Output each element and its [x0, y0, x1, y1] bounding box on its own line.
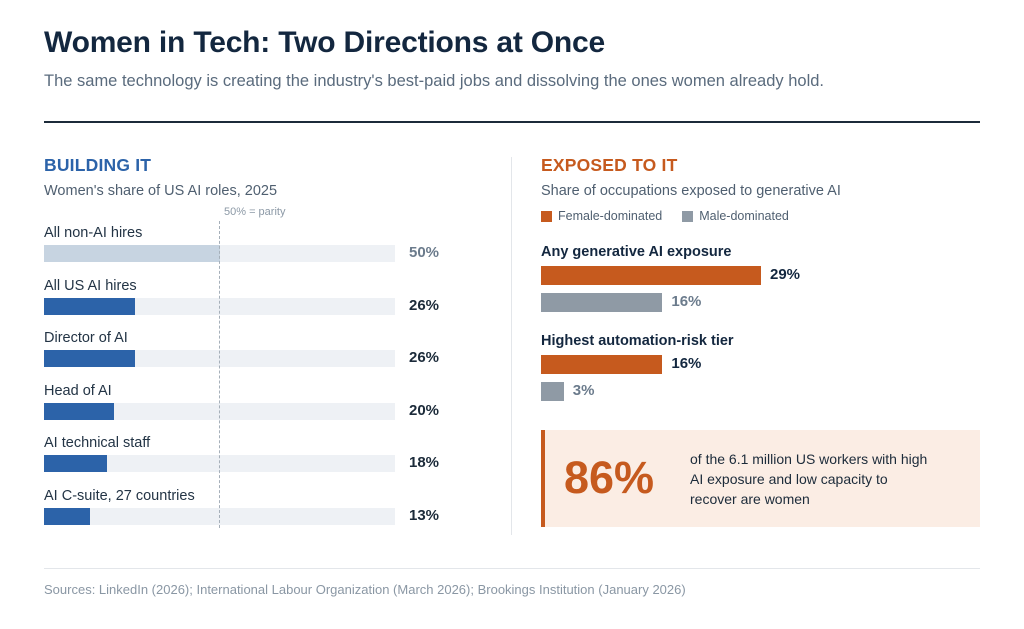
bar — [44, 245, 220, 262]
parity-label: 50% = parity — [224, 206, 286, 218]
panel-divider — [511, 157, 512, 535]
bar-value-label: 29% — [770, 266, 801, 283]
page-subtitle: The same technology is creating the indu… — [44, 72, 825, 90]
group-title: Any generative AI exposure — [541, 244, 732, 260]
right-panel-heading: EXPOSED TO IT — [541, 155, 678, 175]
right-panel-subheading: Share of occupations exposed to generati… — [541, 183, 841, 199]
title-rule — [44, 121, 980, 123]
left-panel-heading: BUILDING IT — [44, 155, 152, 175]
callout-stat: 86% — [564, 452, 655, 503]
legend-label-female: Female-dominated — [558, 209, 663, 223]
bar-category-label: All non-AI hires — [44, 225, 143, 241]
bar-row: Head of AI 20% — [44, 383, 464, 427]
exposure-legend: Female-dominated Male-dominated — [541, 209, 789, 223]
bar-category-label: AI technical staff — [44, 435, 151, 452]
callout-box: 86% of the 6.1 million US workers with h… — [541, 430, 980, 527]
source-note: Sources: LinkedIn (2026); International … — [44, 582, 686, 597]
parity-reference-line — [219, 221, 220, 528]
group-title: Highest automation-risk tier — [541, 333, 734, 349]
bar-row: All non-AI hires 50% — [44, 225, 464, 269]
bar — [541, 355, 663, 374]
bar-value-label: 20% — [409, 401, 440, 419]
left-panel-subheading: Women's share of US AI roles, 2025 — [44, 183, 278, 199]
bar-value-label: 26% — [409, 296, 440, 314]
bar-row: AI C-suite, 27 countries 13% — [44, 488, 464, 532]
bar-category-label: Head of AI — [44, 382, 112, 399]
callout-accent-bar — [541, 430, 545, 527]
bar-value-label: 16% — [671, 355, 702, 372]
bar-value-label: 16% — [671, 292, 702, 310]
legend-swatch-male — [682, 210, 694, 222]
bar-row: Director of AI 26% — [44, 330, 464, 374]
ai-roles-bar-chart: 50% = parity All non-AI hires 50% All US A… — [44, 200, 464, 540]
bar-category-label: AI C-suite, 27 countries — [44, 488, 195, 504]
bar — [541, 266, 761, 285]
footer-rule — [44, 568, 980, 569]
exposure-group: Any generative AI exposure 29% 16% — [541, 244, 981, 324]
bar — [541, 381, 564, 401]
bar-category-label: Director of AI — [44, 330, 128, 347]
legend-item-female: Female-dominated — [541, 209, 662, 223]
exposure-group: Highest automation-risk tier 16% 3% — [541, 333, 981, 413]
bar — [541, 292, 663, 312]
bar-value-label: 26% — [409, 349, 440, 367]
bar-value-label: 18% — [409, 454, 440, 472]
bar — [44, 455, 108, 473]
bar-category-label: All US AI hires — [44, 277, 137, 294]
bar — [44, 297, 136, 315]
legend-swatch-female — [541, 210, 552, 222]
page-title: Women in Tech: Two Directions at Once — [44, 26, 606, 59]
bar-value-label: 13% — [409, 507, 440, 524]
bar-value-label: 3% — [572, 381, 595, 399]
bar — [44, 402, 115, 420]
legend-item-male: Male-dominated — [682, 209, 789, 223]
bar — [44, 508, 90, 525]
callout-text: of the 6.1 million US workers with high … — [690, 451, 928, 507]
bar-value-label: 50% — [409, 244, 440, 261]
bar-row: AI technical staff 18% — [44, 435, 464, 479]
bar-row: All US AI hires 26% — [44, 278, 464, 322]
legend-label-male: Male-dominated — [699, 209, 789, 223]
bar — [44, 350, 136, 368]
